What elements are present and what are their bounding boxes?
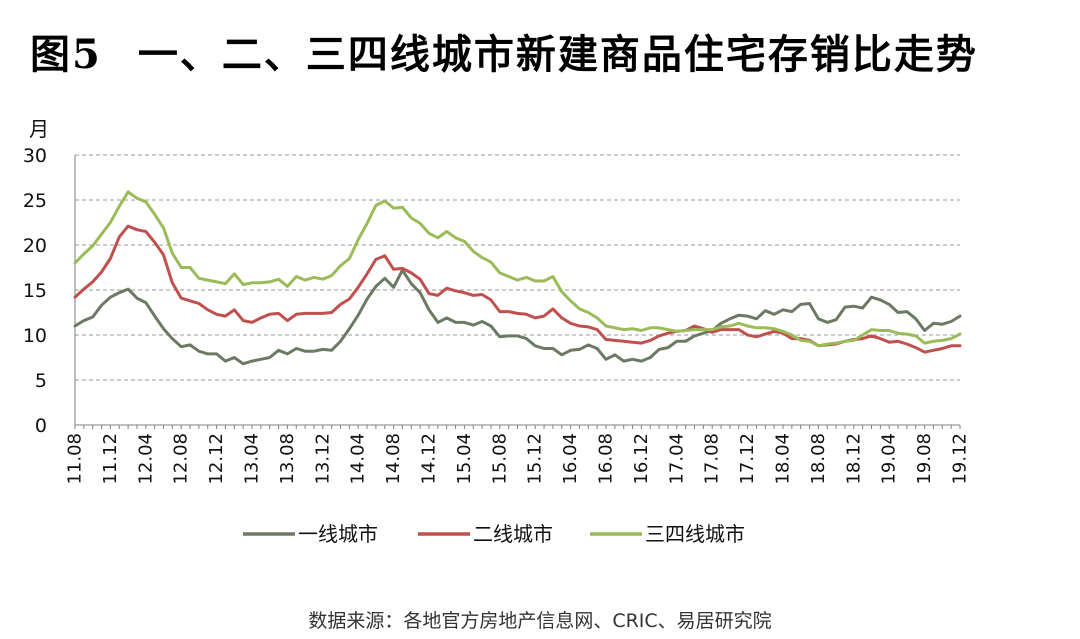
x-tick-label: 15.12 (525, 433, 546, 485)
y-tick-label: 15 (23, 280, 47, 302)
x-tick-label: 16.12 (631, 433, 652, 485)
x-tick-label: 13.12 (312, 433, 333, 485)
x-tick-label: 18.12 (843, 433, 864, 485)
figure-title: 图5 一、二、三四线城市新建商品住宅存销比走势 (30, 22, 978, 80)
x-tick-label: 16.04 (560, 433, 581, 485)
x-tick-label: 16.08 (596, 433, 617, 485)
x-tick-label: 19.04 (879, 433, 900, 485)
x-tick-label: 12.08 (171, 433, 192, 485)
x-tick-label: 18.08 (808, 433, 829, 485)
legend-label: 二线城市 (473, 522, 553, 546)
x-tick-label: 11.08 (65, 433, 86, 485)
figure-title-text: 一、二、三四线城市新建商品住宅存销比走势 (137, 31, 978, 78)
y-tick-label: 25 (23, 190, 47, 212)
x-tick-label: 19.12 (950, 433, 971, 485)
figure-label: 图5 (30, 31, 102, 78)
x-tick-label: 14.12 (419, 433, 440, 485)
legend-label: 三四线城市 (645, 522, 745, 546)
x-tick-label: 14.04 (348, 433, 369, 485)
x-tick-label: 18.04 (773, 433, 794, 485)
y-tick-label: 0 (35, 415, 47, 437)
line-chart: 0 5 10 15 20 25 30 月 11.08 11.12 12.04 12.08 12.12 13… (23, 117, 971, 546)
series-line-3 (73, 190, 962, 348)
x-tick-label: 14.08 (383, 433, 404, 485)
y-tick-label: 10 (23, 325, 47, 347)
x-tick-label: 19.08 (914, 433, 935, 485)
legend-label: 一线城市 (298, 522, 378, 546)
x-tick-label: 17.12 (737, 433, 758, 485)
series-line-1 (73, 268, 962, 366)
y-tick-label: 30 (23, 145, 47, 167)
x-tick-label: 17.08 (702, 433, 723, 485)
x-tick-label: 13.04 (242, 433, 263, 485)
x-tick-label: 13.08 (277, 433, 298, 485)
x-tick-label: 11.12 (100, 433, 121, 485)
x-tick-label: 12.04 (135, 433, 156, 485)
x-tick-label: 17.04 (666, 433, 687, 485)
data-source-note: 数据来源：各地官方房地产信息网、CRIC、易居研究院 (308, 610, 772, 632)
x-tick-label: 15.08 (489, 433, 510, 485)
y-tick-label: 5 (35, 370, 47, 392)
y-axis-label: 月 (29, 117, 49, 141)
y-tick-label: 20 (23, 235, 47, 257)
x-tick-label: 12.12 (206, 433, 227, 485)
x-tick-label: 15.04 (454, 433, 475, 485)
